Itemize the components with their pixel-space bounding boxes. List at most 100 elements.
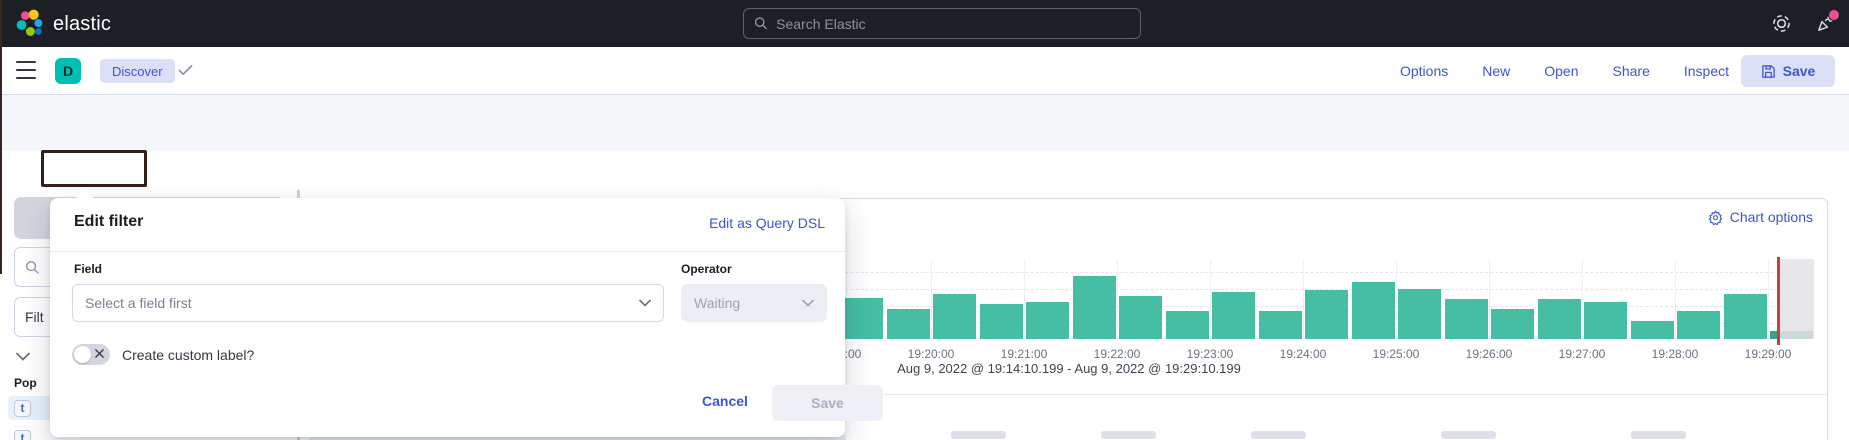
histogram-bar[interactable] (1398, 289, 1441, 339)
x-axis-tick-label: 19:28:00 (1651, 347, 1699, 361)
app-nav-row: D Discover Options New Open Share Inspect Sa… (0, 47, 1849, 95)
x-axis-tick-label: 19:22:00 (1093, 347, 1141, 361)
nav-link-inspect[interactable]: Inspect (1683, 63, 1729, 79)
histogram-bar[interactable] (1026, 302, 1069, 339)
global-search[interactable] (743, 8, 1141, 39)
elastic-logo-icon (16, 9, 43, 36)
gridline (1675, 259, 1676, 339)
histogram-bar[interactable] (1444, 299, 1488, 339)
histogram-bar[interactable] (1351, 282, 1395, 339)
global-search-input[interactable] (776, 15, 1130, 32)
logo-text: elastic (53, 12, 112, 35)
gridline (1489, 259, 1490, 339)
histogram-bar[interactable] (1119, 296, 1162, 339)
table-skeleton-strip (311, 435, 846, 440)
nav-link-options[interactable]: Options (1399, 63, 1449, 79)
gridline (931, 259, 932, 339)
gridline (1117, 259, 1118, 339)
histogram-bar[interactable] (886, 309, 930, 339)
top-nav-menu: Options New Open Share Inspect (1400, 47, 1729, 95)
histogram-bar[interactable] (933, 294, 976, 339)
histogram-bar[interactable] (1584, 302, 1627, 339)
save-icon (1761, 64, 1775, 78)
menu-icon[interactable] (16, 61, 36, 79)
chart-options-label: Chart options (1729, 209, 1813, 225)
chart-options-button[interactable]: Chart options (1708, 209, 1813, 225)
gridline (1303, 259, 1304, 339)
search-icon (26, 260, 39, 274)
current-time-marker (1777, 257, 1780, 345)
operator-label: Operator (681, 262, 732, 276)
help-icon[interactable] (1771, 14, 1791, 34)
partial-bucket-shade (1780, 259, 1814, 339)
edit-filter-popover: Edit filter Edit as Query DSL Field Oper… (50, 198, 883, 437)
save-button[interactable]: Save (1741, 55, 1835, 87)
edit-as-query-dsl-link[interactable]: Edit as Query DSL (709, 215, 825, 231)
histogram-bar[interactable] (1630, 321, 1674, 339)
histogram-bar[interactable] (979, 304, 1023, 339)
text-field-type-badge: t (14, 399, 31, 417)
operator-select: Waiting (681, 284, 827, 322)
field-label: Field (74, 262, 103, 276)
histogram-plot: 19:19:0019:20:0019:21:0019:22:0019:23:00… (311, 199, 1827, 440)
gridline (331, 306, 1813, 307)
x-axis-tick-label: 19:29:00 (1744, 347, 1792, 361)
field-list-item[interactable]: t (8, 426, 292, 440)
histogram-bar[interactable] (1212, 292, 1255, 339)
custom-label-toggle[interactable] (72, 344, 110, 365)
operator-select-placeholder: Waiting (694, 295, 741, 311)
notification-dot (1829, 9, 1839, 20)
histogram-bar[interactable] (840, 298, 883, 339)
gridline (1024, 259, 1025, 339)
table-skeleton-cell (1441, 431, 1496, 439)
table-skeleton-cell (1631, 431, 1686, 439)
collapse-chevron-icon[interactable] (16, 352, 30, 361)
x-axis-tick-label: 19:21:00 (1000, 347, 1048, 361)
table-skeleton-cell (1101, 431, 1156, 439)
space-avatar[interactable]: D (55, 58, 81, 84)
popover-divider (50, 251, 845, 252)
field-select[interactable]: Select a field first (72, 284, 664, 322)
histogram-bar[interactable] (1258, 311, 1302, 339)
histogram-bar[interactable] (1305, 290, 1348, 339)
gridline (1396, 259, 1397, 339)
global-header: elastic (0, 0, 1849, 47)
filter-save-button[interactable]: Save (772, 385, 883, 421)
main-content: Filt Pop t t Chart options 19:19:0019:20… (0, 190, 1849, 440)
histogram-bar[interactable] (1165, 311, 1209, 339)
x-axis-tick-label: 19:25:00 (1372, 347, 1420, 361)
chevron-down-icon (639, 299, 651, 307)
x-axis-tick-label: 19:23:00 (1186, 347, 1234, 361)
gridline (1210, 259, 1211, 339)
newsfeed-icon[interactable] (1815, 9, 1839, 34)
screenshot-left-edge (0, 0, 2, 274)
custom-label-text: Create custom label? (122, 346, 255, 363)
x-axis-tick-label: 19:27:00 (1558, 347, 1606, 361)
cancel-button[interactable]: Cancel (702, 393, 748, 409)
chart-time-range-caption: Aug 9, 2022 @ 19:14:10.199 - Aug 9, 2022… (897, 361, 1241, 376)
filter-bar: + Add filter (0, 151, 1849, 330)
toggle-knob (74, 346, 91, 363)
x-axis-tick-label: 19:24:00 (1279, 347, 1327, 361)
nav-link-new[interactable]: New (1482, 63, 1511, 79)
nav-link-share[interactable]: Share (1612, 63, 1650, 79)
search-icon (754, 17, 767, 30)
chevron-down-icon (802, 299, 814, 307)
histogram-bar[interactable] (1677, 311, 1720, 339)
check-icon (178, 64, 193, 76)
text-field-type-badge: t (14, 429, 31, 440)
histogram-bar[interactable] (1491, 309, 1534, 339)
histogram-bar[interactable] (1723, 294, 1767, 339)
table-skeleton-cell (1251, 431, 1306, 439)
histogram-bar[interactable] (1537, 299, 1581, 339)
gridline (1768, 259, 1769, 339)
save-button-label: Save (1782, 63, 1816, 79)
filter-by-type-label: Filt (25, 309, 44, 325)
gridline (331, 323, 1813, 324)
chart-divider (311, 394, 1827, 395)
nav-link-open[interactable]: Open (1544, 63, 1579, 79)
table-skeleton-cell (951, 431, 1006, 439)
elastic-logo[interactable]: elastic (14, 9, 111, 39)
histogram-bar[interactable] (1072, 276, 1116, 339)
breadcrumb[interactable]: Discover (100, 59, 175, 83)
